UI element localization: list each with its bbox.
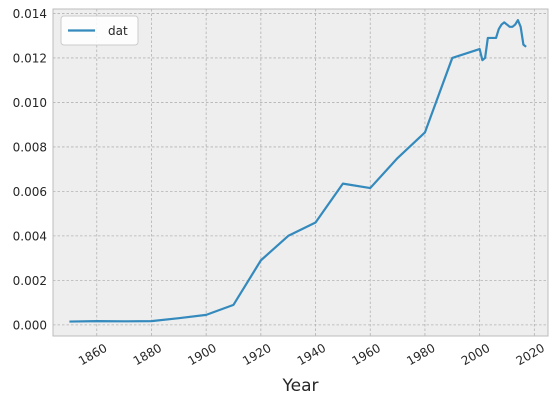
x-tick-label: 1960 — [350, 341, 383, 368]
x-tick-label: 1980 — [404, 341, 437, 368]
y-tick-label: 0.014 — [13, 7, 47, 21]
x-axis-label: Year — [282, 376, 319, 396]
x-tick-label: 1900 — [185, 341, 218, 368]
y-tick-label: 0.002 — [13, 274, 47, 288]
series-line-dat — [69, 19, 527, 323]
x-tick-label: 1880 — [131, 341, 164, 368]
y-tick-label: 0.008 — [13, 140, 47, 154]
x-tick-label: 1920 — [240, 341, 273, 368]
legend-label: dat — [108, 24, 128, 38]
y-tick-label: 0.004 — [13, 229, 47, 243]
legend-box — [60, 15, 139, 46]
y-tick-label: 0.010 — [13, 96, 47, 110]
x-tick-label: 2000 — [459, 341, 492, 368]
axes-frame — [52, 8, 549, 337]
y-tick-label: 0.000 — [13, 318, 47, 332]
plot-area — [53, 9, 548, 336]
y-tick-label: 0.012 — [13, 51, 47, 65]
x-tick-label: 1860 — [76, 341, 109, 368]
x-tick-label: 1940 — [295, 341, 328, 368]
x-tick-label: 2020 — [514, 341, 547, 368]
y-tick-label: 0.006 — [13, 185, 47, 199]
